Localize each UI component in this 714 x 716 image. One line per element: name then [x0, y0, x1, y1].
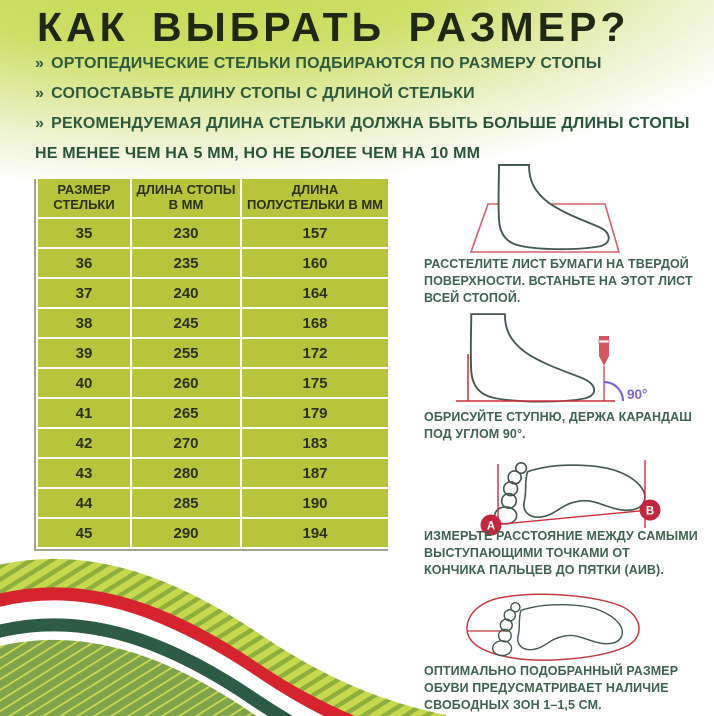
- table-row: 39 255 172: [38, 339, 388, 367]
- cell-size: 39: [38, 339, 130, 367]
- cell-size: 35: [38, 219, 130, 247]
- wave-red-band: [0, 587, 355, 716]
- step-caption-1: РАССТЕЛИТЕ ЛИСТ БУМАГИ НА ТВЕРДОЙ ПОВЕРХ…: [424, 257, 693, 305]
- cell-foot-length: 280: [132, 459, 240, 487]
- table-row: 43 280 187: [38, 459, 388, 487]
- cell-foot-length: 240: [132, 279, 240, 307]
- angle-label: 90°: [627, 387, 647, 402]
- point-a-badge: А: [480, 514, 502, 536]
- cell-size: 44: [38, 489, 130, 517]
- cell-size: 40: [38, 369, 130, 397]
- wave-white-band: [0, 601, 324, 716]
- table-row: 35 230 157: [38, 219, 388, 247]
- bullet-text: ОРТОПЕДИЧЕСКИЕ СТЕЛЬКИ ПОДБИРАЮТСЯ ПО РА…: [51, 55, 602, 72]
- step-caption-4: ОПТИМАЛЬНО ПОДОБРАННЫЙ РАЗМЕР ОБУВИ ПРЕД…: [424, 664, 679, 712]
- footprint-in-insole-icon: [466, 593, 640, 661]
- svg-text:А: А: [487, 521, 495, 533]
- foot-on-paper-icon: [469, 164, 621, 253]
- bullet-text: СОПОСТАВЬТЕ ДЛИНУ СТОПЫ С ДЛИНОЙ СТЕЛЬКИ: [51, 85, 475, 102]
- bullet-text-strong: БОЛЬШЕ ДЛИНЫ СТОПЫ НЕ МЕНЕЕ ЧЕМ НА 5 ММ,…: [35, 115, 690, 162]
- cell-size: 38: [38, 309, 130, 337]
- size-table: РАЗМЕР СТЕЛЬКИ ДЛИНА СТОПЫ В ММ ДЛИНА ПО…: [36, 177, 390, 549]
- cell-foot-length: 290: [132, 519, 240, 547]
- table-row: 42 270 183: [38, 429, 388, 457]
- cell-half-insole: 164: [242, 279, 388, 307]
- column-header-insole-size: РАЗМЕР СТЕЛЬКИ: [38, 179, 130, 217]
- wave-dark-green-band: [0, 618, 293, 716]
- chevron-bullet-icon: »: [35, 55, 45, 72]
- cell-foot-length: 230: [132, 219, 240, 247]
- table-row: 44 285 190: [38, 489, 388, 517]
- cell-size: 45: [38, 519, 130, 547]
- cell-half-insole: 157: [242, 219, 388, 247]
- page-title: КАК ВЫБРАТЬ РАЗМЕР?: [37, 4, 630, 50]
- table-row: 37 240 164: [38, 279, 388, 307]
- cell-foot-length: 245: [132, 309, 240, 337]
- pencil-icon: [598, 336, 610, 366]
- cell-size: 42: [38, 429, 130, 457]
- cell-foot-length: 260: [132, 369, 240, 397]
- cell-half-insole: 175: [242, 369, 388, 397]
- wave-light-striped-band: [0, 558, 446, 716]
- chevron-bullet-icon: »: [35, 85, 45, 102]
- header-gradient: [0, 0, 714, 200]
- bullet-recommended-length: » РЕКОМЕНДУЕМАЯ ДЛИНА СТЕЛЬКИ ДОЛЖНА БЫТЬ…: [35, 109, 695, 169]
- step-caption-2: ОБРИСУЙТЕ СТУПНЮ, ДЕРЖА КАРАНДАШ ПОД УГЛ…: [424, 410, 692, 441]
- table-header-row: РАЗМЕР СТЕЛЬКИ ДЛИНА СТОПЫ В ММ ДЛИНА ПО…: [38, 179, 388, 217]
- table-row: 45 290 194: [38, 519, 388, 547]
- cell-size: 43: [38, 459, 130, 487]
- bullet-compare-length: » СОПОСТАВЬТЕ ДЛИНУ СТОПЫ С ДЛИНОЙ СТЕЛЬК…: [35, 79, 695, 109]
- cell-half-insole: 168: [242, 309, 388, 337]
- cell-size: 41: [38, 399, 130, 427]
- cell-foot-length: 235: [132, 249, 240, 277]
- cell-half-insole: 183: [242, 429, 388, 457]
- table-row: 41 265 179: [38, 399, 388, 427]
- table-row: 36 235 160: [38, 249, 388, 277]
- table-row: 38 245 168: [38, 309, 388, 337]
- footprint-measure-icon: А В: [480, 460, 661, 536]
- intro-bullets: » ОРТОПЕДИЧЕСКИЕ СТЕЛЬКИ ПОДБИРАЮТСЯ ПО Р…: [35, 49, 695, 169]
- bullet-foot-size: » ОРТОПЕДИЧЕСКИЕ СТЕЛЬКИ ПОДБИРАЮТСЯ ПО Р…: [35, 49, 695, 79]
- column-header-foot-length: ДЛИНА СТОПЫ В ММ: [132, 179, 240, 217]
- wave-large-green-area: [0, 639, 257, 716]
- chevron-bullet-icon: »: [35, 115, 45, 132]
- cell-half-insole: 194: [242, 519, 388, 547]
- table-row: 40 260 175: [38, 369, 388, 397]
- cell-half-insole: 179: [242, 399, 388, 427]
- cell-size: 37: [38, 279, 130, 307]
- column-header-half-insole-length: ДЛИНА ПОЛУСТЕЛЬКИ В ММ: [242, 179, 388, 217]
- cell-foot-length: 255: [132, 339, 240, 367]
- cell-foot-length: 270: [132, 429, 240, 457]
- cell-size: 36: [38, 249, 130, 277]
- point-b-badge: В: [639, 499, 661, 521]
- step-caption-3: ИЗМЕРЬТЕ РАССТОЯНИЕ МЕЖДУ САМЫМИ ВЫСТУПА…: [424, 529, 698, 577]
- cell-half-insole: 172: [242, 339, 388, 367]
- cell-foot-length: 265: [132, 399, 240, 427]
- cell-half-insole: 187: [242, 459, 388, 487]
- angle-arc: [603, 380, 625, 402]
- cell-foot-length: 285: [132, 489, 240, 517]
- cell-half-insole: 160: [242, 249, 388, 277]
- svg-text:В: В: [646, 506, 654, 518]
- cell-half-insole: 190: [242, 489, 388, 517]
- foot-with-pencil-icon: 90°: [456, 313, 647, 403]
- bullet-text-lead: РЕКОМЕНДУЕМАЯ ДЛИНА СТЕЛЬКИ ДОЛЖНА БЫТЬ: [51, 115, 483, 132]
- decorative-wave-bands: [0, 558, 446, 716]
